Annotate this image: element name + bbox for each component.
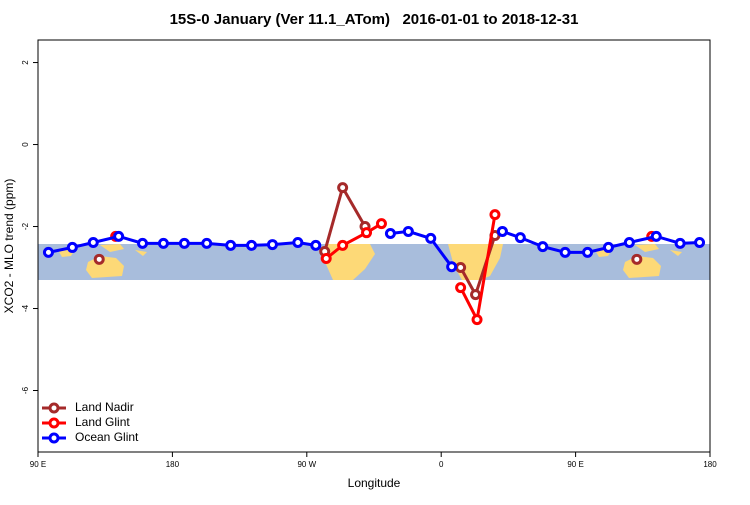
point (471, 314, 483, 326)
point (384, 227, 396, 239)
x-tick-label: 90 W (297, 460, 316, 469)
legend-marker (48, 432, 60, 444)
point (266, 239, 278, 251)
point (246, 239, 258, 251)
point (496, 225, 508, 237)
point (514, 232, 526, 244)
point (337, 182, 349, 194)
point (225, 239, 237, 251)
point (694, 237, 706, 249)
point (87, 237, 99, 249)
legend-label: Land Glint (75, 415, 130, 429)
point (631, 253, 643, 265)
y-tick-label: -4 (21, 304, 30, 312)
x-tick-label: 180 (166, 460, 180, 469)
point (602, 241, 614, 253)
point (292, 237, 304, 249)
chart-title: 15S-0 January (Ver 11.1_ATom) 2016-01-01… (170, 11, 579, 28)
y-tick-label: 0 (21, 142, 30, 147)
point (582, 246, 594, 258)
legend-label: Ocean Glint (75, 430, 139, 444)
x-tick-label: 0 (439, 460, 444, 469)
point (650, 230, 662, 242)
y-axis-label: XCO2 - MLO trend (ppm) (2, 179, 16, 314)
point (375, 218, 387, 230)
point (402, 225, 414, 237)
x-axis-label: Longitude (348, 476, 401, 490)
point (425, 232, 437, 244)
point (559, 246, 571, 258)
point (137, 237, 149, 249)
point (446, 261, 458, 273)
point (537, 241, 549, 253)
point (178, 237, 190, 249)
point (489, 209, 501, 221)
y-tick-label: -6 (21, 386, 30, 394)
point (470, 289, 482, 301)
legend-marker (48, 402, 60, 414)
plot-frame (37, 39, 711, 453)
legend-label: Land Nadir (75, 400, 134, 414)
point (201, 237, 213, 249)
point (66, 241, 78, 253)
point (157, 237, 169, 249)
point (113, 230, 125, 242)
point (455, 282, 467, 294)
point (674, 237, 686, 249)
point (42, 246, 54, 258)
y-tick-label: -2 (21, 222, 30, 230)
legend-marker (48, 417, 60, 429)
point (93, 253, 105, 265)
x-tick-label: 180 (703, 460, 717, 469)
point (455, 262, 467, 274)
x-tick-label: 90 E (567, 460, 583, 469)
point (310, 239, 322, 251)
x-tick-label: 90 E (30, 460, 46, 469)
point (361, 227, 373, 239)
point (623, 237, 635, 249)
y-tick-label: 2 (21, 60, 30, 65)
point (320, 253, 332, 265)
point (337, 239, 349, 251)
